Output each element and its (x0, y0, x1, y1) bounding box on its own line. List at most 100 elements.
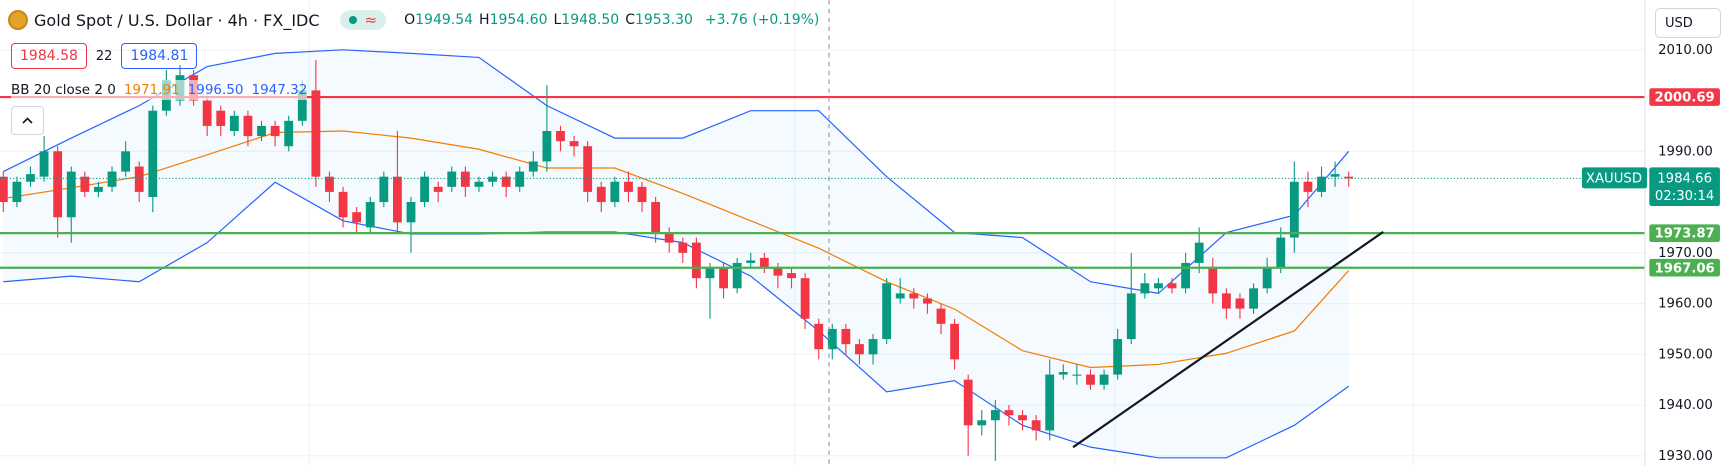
candle-body (1235, 298, 1245, 309)
candle-body (1249, 288, 1258, 309)
candle-body (1045, 374, 1055, 431)
candle-body (1344, 176, 1354, 179)
trend-line[interactable] (1072, 230, 1384, 449)
candle-body (94, 186, 103, 192)
candle-body (447, 171, 457, 187)
candle-body (1303, 181, 1313, 192)
candle-body (990, 410, 1000, 421)
candle-body (855, 344, 864, 355)
candle-body (352, 212, 362, 223)
candle-body (1154, 283, 1163, 289)
candle-body (895, 293, 905, 299)
candle-body (963, 379, 973, 426)
candle-body (406, 202, 416, 223)
candle-body (1167, 283, 1177, 289)
market-status[interactable]: ≈ (339, 10, 387, 30)
candle-body (297, 90, 307, 121)
candle-body (1140, 283, 1150, 294)
candle-body (1004, 410, 1014, 416)
candle-body (501, 176, 511, 187)
candle-body (827, 328, 837, 350)
last-price-box (1649, 167, 1720, 206)
status-dot (348, 16, 357, 24)
bb-upper (3, 49, 1350, 295)
ohlc-value: 1949.54 (415, 12, 474, 28)
indicator-label[interactable]: BB 20 close 2 0 (11, 82, 116, 98)
candle-body (1099, 374, 1109, 385)
candle-body (488, 176, 497, 182)
level-label: 2000.69 (1654, 91, 1714, 106)
candle-body (732, 262, 742, 289)
candle-body (121, 151, 131, 172)
candle-body (542, 130, 552, 162)
candle-body (637, 186, 647, 203)
candle-body (882, 283, 892, 340)
y-tick-label: 1930.00 (1658, 449, 1713, 464)
candle-body (1018, 415, 1027, 421)
candle-body (229, 115, 239, 131)
chevron (22, 117, 33, 124)
band-fill (3, 49, 1349, 458)
candle-body (556, 130, 565, 142)
symbol-title[interactable]: Gold Spot / U.S. Dollar · 4h · FX_IDC (34, 10, 320, 30)
candle-body (909, 293, 919, 299)
buy-button[interactable]: 1984.81 (121, 43, 198, 69)
candle-body (651, 202, 661, 233)
y-tick-label: 1940.00 (1658, 398, 1713, 413)
ohlc: O1949.54 H1954.60 L1948.50 C1953.30 (404, 12, 699, 28)
candle-body (134, 166, 144, 192)
candle-body (528, 161, 538, 172)
ohlc-value: 1948.50 (561, 12, 620, 28)
candle-body (936, 308, 946, 324)
candle-body (53, 151, 63, 218)
candle-body (12, 181, 22, 203)
sell-button[interactable]: 1984.58 (11, 43, 87, 69)
candle-body (1194, 242, 1204, 263)
candle-body (1031, 420, 1041, 431)
y-tick-label: 1970.00 (1658, 246, 1713, 261)
bb-basis (3, 130, 1350, 369)
candle-body (257, 125, 266, 137)
currency-select[interactable]: USD (1655, 8, 1721, 38)
indicator-legend: BB 20 close 2 0 1971.91 1996.50 1947.32 (11, 80, 308, 100)
y-tick-label: 1990.00 (1658, 144, 1713, 159)
ohlc-value: 1954.60 (489, 12, 548, 28)
candle-body (379, 176, 389, 203)
candle-body (1208, 268, 1218, 294)
candle-body (460, 171, 470, 187)
ohlc-key: H (479, 12, 490, 28)
currency: USD (1665, 15, 1693, 31)
symbol-label: XAUUSD (1586, 171, 1642, 186)
level-label-box (1649, 88, 1720, 106)
candle-body (1113, 339, 1123, 375)
candle-body (1330, 174, 1340, 177)
candle-body (950, 323, 960, 360)
candle-body (365, 202, 375, 228)
candle-body (610, 181, 620, 203)
change: +3.76 (+0.19%) (704, 12, 820, 28)
candle-body (148, 110, 158, 197)
indicator-value: 1971.91 (123, 82, 180, 98)
candle-body (474, 181, 484, 187)
candle-body (759, 257, 769, 269)
candle-body (814, 323, 824, 350)
candle-body (325, 176, 334, 192)
candle-body (284, 120, 294, 147)
candle-body (420, 176, 430, 203)
candle-body (311, 90, 321, 177)
candle-body (80, 176, 90, 192)
ohlc-key: L (553, 12, 562, 28)
spread: 22 (95, 48, 113, 64)
candle-body (392, 176, 402, 223)
candle-body (216, 110, 226, 126)
ohlc-value: 1953.30 (634, 12, 693, 28)
candle-body (66, 171, 76, 218)
candle-body (800, 278, 810, 319)
candle-body (624, 181, 633, 192)
candle-body (1072, 374, 1082, 376)
indicator-value: 1996.50 (187, 82, 244, 98)
candle-body (1126, 293, 1136, 340)
level-label: 1973.87 (1654, 227, 1714, 242)
collapse-button[interactable] (11, 106, 44, 135)
